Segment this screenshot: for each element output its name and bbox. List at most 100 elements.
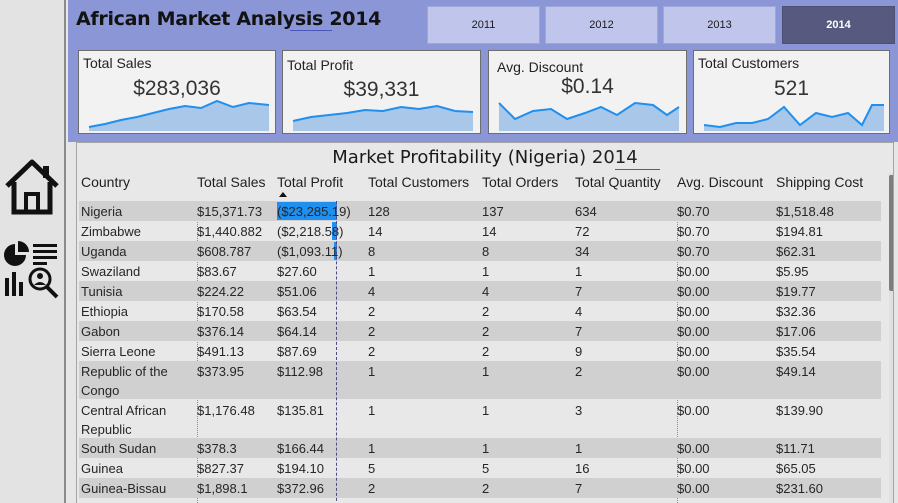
table-row[interactable]: Republic of the Congo $373.95 $112.98 1 … bbox=[77, 361, 885, 399]
cell-profit: $405.78 bbox=[277, 499, 324, 503]
cell-country: Guinea-Bissau bbox=[81, 481, 167, 496]
cell-quantity: 16 bbox=[575, 461, 590, 476]
home-icon[interactable] bbox=[3, 156, 61, 221]
cell-discount: $0.00 bbox=[677, 284, 710, 299]
cell-orders: 2 bbox=[482, 481, 490, 496]
cell-sales: $827.37 bbox=[197, 461, 244, 476]
kpi-value: $0.14 bbox=[561, 75, 614, 98]
tab-2011[interactable]: 2011 bbox=[427, 6, 540, 44]
cell-customers: 1 bbox=[368, 441, 376, 456]
table-row[interactable]: Togo $3,213.64 $405.78 8 8 54 $0.00 $166… bbox=[77, 498, 885, 503]
cell-quantity: 3 bbox=[575, 403, 583, 418]
table-row[interactable]: Central African Republic $1,176.48 $135.… bbox=[77, 400, 885, 438]
column-header-country[interactable]: Country bbox=[81, 174, 131, 190]
cell-shipping: $62.31 bbox=[776, 244, 816, 259]
cell-sales: $491.13 bbox=[197, 344, 244, 359]
kpi-card-avg-discount[interactable]: Avg. Discount $0.14 bbox=[488, 50, 687, 134]
tab-2013[interactable]: 2013 bbox=[663, 6, 776, 44]
profitability-table-panel: Market Profitability (Nigeria) 2014 Coun… bbox=[76, 142, 894, 503]
table-row[interactable]: Sierra Leone $491.13 $87.69 2 2 9 $0.00 … bbox=[77, 341, 885, 361]
cell-discount: $0.00 bbox=[677, 499, 710, 503]
table-row[interactable]: Swaziland $83.67 $27.60 1 1 1 $0.00 $5.9… bbox=[77, 261, 885, 281]
cell-country: Zimbabwe bbox=[81, 224, 141, 239]
cell-discount: $0.00 bbox=[677, 364, 710, 379]
cell-shipping: $65.05 bbox=[776, 461, 816, 476]
tab-2014[interactable]: 2014 bbox=[782, 6, 895, 44]
cell-sales: $1,176.48 bbox=[197, 403, 255, 418]
scrollbar-thumb[interactable] bbox=[889, 175, 893, 291]
cell-customers: 1 bbox=[368, 364, 376, 379]
table-row[interactable]: Zimbabwe $1,440.882 ($2,218.58) 14 14 72… bbox=[77, 221, 885, 241]
table-row[interactable]: Guinea-Bissau $1,898.1 $372.96 2 2 7 $0.… bbox=[77, 478, 885, 498]
cell-country: Central African bbox=[81, 403, 167, 418]
sparkline-chart bbox=[498, 101, 680, 131]
cell-shipping: $139.90 bbox=[776, 403, 823, 418]
cell-orders: 137 bbox=[482, 204, 504, 219]
cell-sales: $608.787 bbox=[197, 244, 252, 259]
cell-country: Ethiopia bbox=[81, 304, 128, 319]
cell-profit: $372.96 bbox=[277, 481, 324, 496]
cell-discount: $0.00 bbox=[677, 461, 710, 476]
profit-axis-line bbox=[336, 201, 337, 503]
column-header-total-quantity[interactable]: Total Quantity bbox=[575, 174, 661, 190]
cell-country: Tunisia bbox=[81, 284, 123, 299]
cell-sales: $373.95 bbox=[197, 364, 244, 379]
cell-profit: $87.69 bbox=[277, 344, 317, 359]
cell-country: Togo bbox=[81, 499, 109, 503]
cell-orders: 1 bbox=[482, 364, 490, 379]
cell-discount: $0.00 bbox=[677, 304, 710, 319]
table-row[interactable]: Ethiopia $170.58 $63.54 2 2 4 $0.00 $32.… bbox=[77, 301, 885, 321]
table-title-underline bbox=[615, 169, 660, 170]
cell-discount: $0.00 bbox=[677, 324, 710, 339]
sort-ascending-icon bbox=[279, 192, 287, 197]
table-row[interactable]: South Sudan $378.3 $166.44 1 1 1 $0.00 $… bbox=[77, 438, 885, 458]
cell-customers: 1 bbox=[368, 403, 376, 418]
column-header-total-sales[interactable]: Total Sales bbox=[197, 174, 266, 190]
kpi-card-total-customers[interactable]: Total Customers 521 bbox=[693, 50, 890, 134]
column-header-total-orders[interactable]: Total Orders bbox=[482, 174, 559, 190]
cell-orders: 1 bbox=[482, 264, 490, 279]
cell-quantity: 7 bbox=[575, 284, 583, 299]
scrollbar-track[interactable] bbox=[889, 173, 893, 503]
cell-shipping: $17.06 bbox=[776, 324, 816, 339]
column-header-shipping-cost[interactable]: Shipping Cost bbox=[776, 174, 864, 190]
cell-shipping: $1,518.48 bbox=[776, 204, 834, 219]
table-row[interactable]: Guinea $827.37 $194.10 5 5 16 $0.00 $65.… bbox=[77, 458, 885, 478]
cell-quantity: 7 bbox=[575, 481, 583, 496]
table-title: Market Profitability (Nigeria) 2014 bbox=[77, 147, 893, 168]
kpi-value: $39,331 bbox=[343, 78, 420, 101]
tab-2012[interactable]: 2012 bbox=[545, 6, 658, 44]
cell-customers: 2 bbox=[368, 324, 376, 339]
cell-orders: 1 bbox=[482, 441, 490, 456]
analysis-icon[interactable] bbox=[3, 238, 61, 305]
table-row[interactable]: Uganda $608.787 ($1,093.11) 8 8 34 $0.70… bbox=[77, 241, 885, 261]
negative-profit-bar bbox=[334, 242, 337, 260]
cell-shipping: $49.14 bbox=[776, 364, 816, 379]
cell-country-line2: Congo bbox=[81, 383, 120, 398]
cell-discount: $0.70 bbox=[677, 244, 710, 259]
cell-orders: 2 bbox=[482, 344, 490, 359]
cell-quantity: 634 bbox=[575, 204, 597, 219]
column-header-total-customers[interactable]: Total Customers bbox=[368, 174, 470, 190]
cell-customers: 4 bbox=[368, 284, 376, 299]
cell-sales: $376.14 bbox=[197, 324, 244, 339]
cell-profit: $112.98 bbox=[277, 364, 324, 379]
cell-discount: $0.00 bbox=[677, 264, 710, 279]
cell-shipping: $35.54 bbox=[776, 344, 816, 359]
cell-discount: $0.70 bbox=[677, 204, 710, 219]
cell-shipping: $32.36 bbox=[776, 304, 816, 319]
cell-sales: $224.22 bbox=[197, 284, 244, 299]
table-row[interactable]: Tunisia $224.22 $51.06 4 4 7 $0.00 $19.7… bbox=[77, 281, 885, 301]
kpi-card-total-sales[interactable]: Total Sales $283,036 bbox=[78, 50, 276, 134]
cell-sales: $3,213.64 bbox=[197, 499, 255, 503]
kpi-card-total-profit[interactable]: Total Profit $39,331 bbox=[282, 50, 481, 134]
cell-country: Swaziland bbox=[81, 264, 141, 279]
cell-customers: 8 bbox=[368, 499, 375, 503]
column-header-total-profit[interactable]: Total Profit bbox=[277, 174, 344, 190]
table-row[interactable]: Gabon $376.14 $64.14 2 2 7 $0.00 $17.06 bbox=[77, 321, 885, 341]
cell-discount: $0.00 bbox=[677, 441, 710, 456]
column-header-avg-discount[interactable]: Avg. Discount bbox=[677, 174, 764, 190]
cell-discount: $0.00 bbox=[677, 481, 710, 496]
table-row[interactable]: Nigeria $15,371.73 ($23,285.19) 128 137 … bbox=[77, 201, 885, 221]
left-nav-rail bbox=[0, 0, 66, 503]
